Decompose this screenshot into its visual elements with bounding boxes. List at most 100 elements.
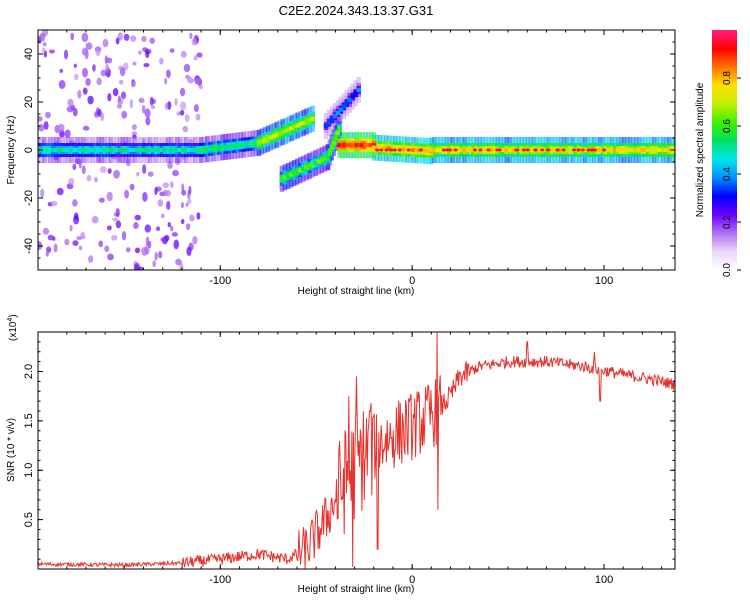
spectrogram-noise-cell (45, 111, 51, 119)
spectrogram-peak-cell (576, 148, 581, 152)
spectrogram-noise-cell (138, 97, 145, 103)
spectrogram-tone-cell (150, 148, 156, 152)
spectrogram-noise-cell (106, 225, 112, 231)
spectrogram-tone-cell (329, 117, 335, 122)
spectrogram-noise-cell (141, 104, 146, 114)
spectrogram-noise-cell (129, 98, 133, 109)
spectrogram-tone-cell (282, 175, 288, 180)
colorbar-tick-label: 0.0 (722, 263, 733, 277)
spectrogram-tone-cell (174, 148, 180, 152)
spectrogram-tone-cell (235, 143, 240, 148)
spectrogram-tone-cell (642, 148, 648, 152)
spectrogram-tone-cell (180, 148, 186, 152)
spectrogram-noise-cell (180, 87, 186, 97)
spectrogram-tone-cell (144, 148, 150, 152)
spectrogram-noise-cell (154, 187, 158, 196)
spectrogram-tone-cell (552, 148, 558, 152)
snr-scale-note: (x104) (7, 314, 19, 341)
spectrogram-peak-cell (384, 148, 389, 152)
spectrogram-noise-cell (106, 191, 113, 202)
spectrogram-tone-cell (371, 143, 377, 148)
spectrogram-noise-cell (172, 169, 179, 177)
spectrogram-noise-cell (145, 50, 150, 59)
spectrogram-tone-cell (483, 148, 488, 152)
spectrogram-tone-cell (465, 148, 470, 152)
spectrogram-noise-cell (189, 214, 195, 222)
spectrogram-noise-cell (131, 131, 138, 136)
spectrogram-noise-cell (145, 117, 151, 126)
spectrogram-noise-cell (99, 166, 107, 173)
spectrogram-tone-cell (335, 110, 341, 115)
spectrogram-peak-cell (478, 148, 483, 152)
spectrogram-tone-cell (199, 148, 204, 152)
spectrogram-noise-cell (149, 96, 154, 106)
spectrogram-noise-cell (174, 98, 178, 106)
svg-text:(x104): (x104) (7, 314, 19, 341)
spectrogram-noise-cell (73, 73, 79, 81)
spectrogram-tone-cell (304, 165, 309, 170)
spectrogram-noise-cell (163, 189, 168, 197)
spectrogram-noise-cell (186, 246, 192, 256)
spectrogram-y-tick-label: -40 (23, 238, 35, 254)
spectrogram-tone-cell (456, 148, 461, 152)
spectrogram-tone-cell (480, 148, 485, 152)
spectrogram-noise-cell (53, 243, 58, 253)
spectrogram-tone-cell (223, 144, 228, 149)
spectrogram-noise-cell (115, 220, 122, 229)
spectrogram-peak-cell (555, 148, 560, 152)
spectrogram-noise-cell (184, 114, 190, 123)
spectrogram-noise-cell (46, 246, 52, 253)
spectrogram-tone-cell (351, 143, 357, 148)
spectrogram-noise-cell (82, 87, 88, 95)
spectrogram-peak-cell (525, 148, 530, 152)
spectrogram-noise-cell (164, 77, 168, 85)
spectrogram-tone-cell (183, 148, 189, 152)
spectrogram-tone-cell (42, 148, 47, 152)
spectrogram-tone-cell (120, 148, 126, 152)
spectrogram-noise-cell (141, 247, 148, 256)
colorbar-tick-label: 0.8 (722, 71, 733, 85)
spectrogram-tone-cell (310, 162, 315, 167)
spectrogram-noise-cell (120, 91, 127, 100)
spectrogram-noise-cell (107, 168, 112, 174)
spectrogram-tone-cell (337, 143, 342, 148)
spectrogram-tone-cell (108, 148, 113, 152)
spectrogram-tone-cell (123, 148, 129, 152)
spectrogram-tone-cell (66, 148, 71, 152)
spectrogram-tone-cell (630, 148, 636, 152)
spectrogram-tone-cell (244, 142, 250, 147)
spectrogram-noise-cell (38, 241, 43, 250)
spectrogram-noise-cell (171, 232, 178, 237)
spectrogram-tone-cell (429, 148, 434, 152)
spectrogram-tone-cell (558, 148, 564, 152)
spectrogram-noise-cell (195, 113, 201, 121)
colorbar-tick-label: 0.4 (722, 167, 733, 181)
spectrogram-noise-cell (134, 247, 141, 254)
spectrogram-noise-cell (193, 104, 199, 113)
spectrogram-x-tick-label: -100 (209, 275, 231, 287)
spectrogram-noise-cell (100, 112, 104, 122)
spectrogram-tone-cell (347, 97, 353, 102)
spectrogram-tone-cell (648, 148, 654, 152)
spectrogram-tone-cell (295, 169, 300, 174)
spectrogram-tone-cell (78, 148, 83, 152)
spectrogram-tone-cell (414, 148, 419, 153)
spectrogram-tone-cell (639, 148, 645, 152)
spectrogram-tone-cell (432, 148, 437, 152)
colorbar-tick-label: 0.2 (722, 215, 733, 229)
spectrogram-noise-cell (107, 253, 114, 261)
spectrogram-tone-cell (621, 148, 627, 152)
spectrogram-tone-cell (319, 158, 325, 163)
spectrogram-tone-cell (211, 146, 216, 151)
spectrogram-tone-cell (217, 145, 222, 150)
spectrogram-tone-cell (48, 148, 53, 152)
spectrogram-tone-cell (247, 141, 253, 146)
spectrogram-noise-cell (170, 181, 174, 189)
spectrogram-noise-cell (77, 89, 82, 99)
spectrogram-tone-cell (87, 148, 92, 152)
spectrogram-tone-cell (657, 148, 663, 152)
spectrogram-peak-cell (545, 148, 550, 152)
spectrogram-tone-cell (214, 146, 219, 151)
spectrogram-tone-cell (426, 149, 431, 154)
